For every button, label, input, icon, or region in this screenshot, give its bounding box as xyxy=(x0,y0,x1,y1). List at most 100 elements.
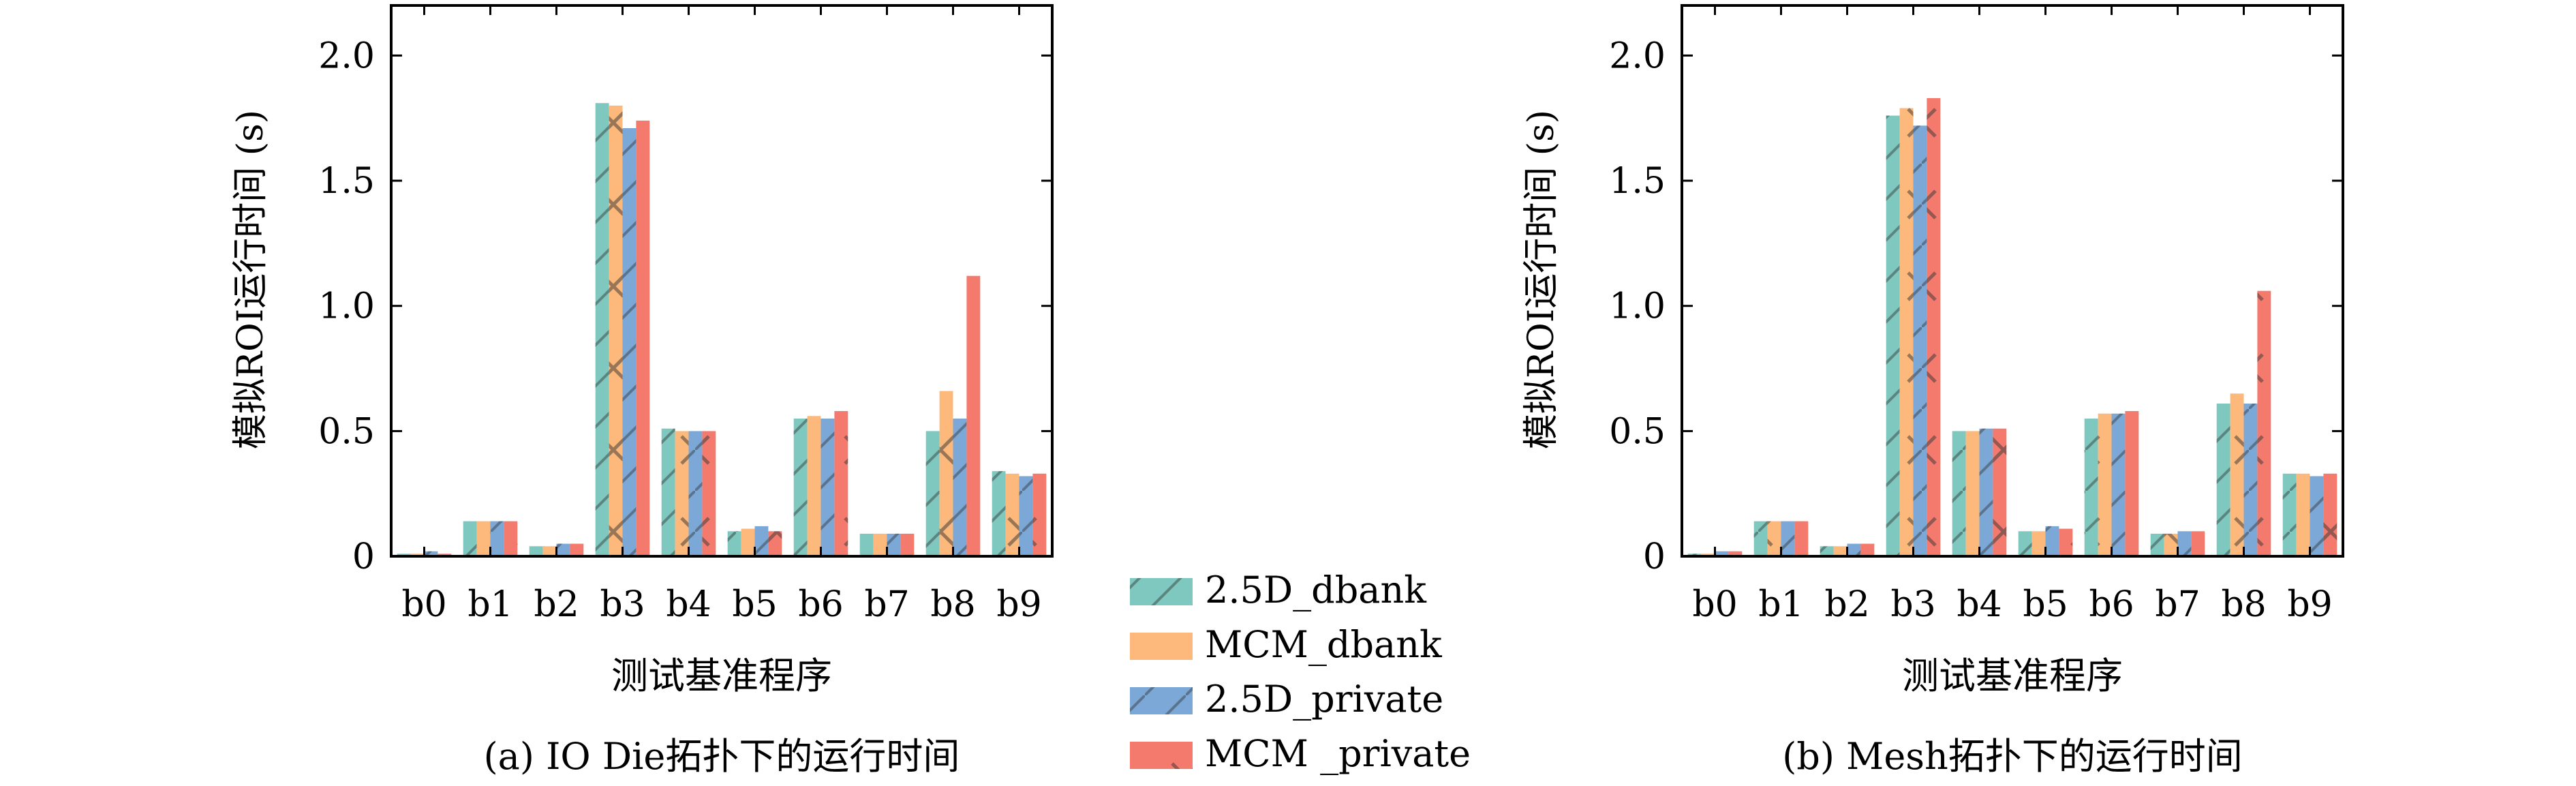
bar-hatch xyxy=(2323,473,2337,556)
bar-hatch xyxy=(2084,419,2098,556)
x-tick-label: b3 xyxy=(1890,584,1935,625)
y-tick-label: 1.5 xyxy=(1609,161,1666,202)
bar-hatch xyxy=(1860,543,1875,556)
y-tick-label: 0.5 xyxy=(318,411,375,452)
bars-group-a xyxy=(397,103,1047,556)
bar-hatch xyxy=(925,431,940,556)
legend-swatch-hatch xyxy=(1130,742,1193,769)
bar-hatch xyxy=(688,431,703,556)
bar-hatch xyxy=(887,533,901,556)
x-tick-label: b2 xyxy=(1824,584,1869,625)
legend-label: MCM_dbank xyxy=(1205,623,1443,666)
x-tick-label: b4 xyxy=(666,584,711,625)
bar-hatch xyxy=(622,128,637,556)
legend-entry: MCM _private xyxy=(1130,732,1471,775)
bar-hatch xyxy=(463,521,477,556)
bar-hatch xyxy=(1899,108,1914,557)
chart-panel-b: 0 0.5 1.0 1.5 2.0 b0 b1 b2 b3 b4 b5 b6 b7 b8 b9 模拟ROI… xyxy=(1521,4,2344,778)
bar-hatch xyxy=(966,275,981,556)
legend-label: 2.5D_dbank xyxy=(1205,569,1427,611)
bar-hatch xyxy=(2191,531,2205,556)
x-tick-label: b5 xyxy=(2023,584,2068,625)
bar-hatch xyxy=(2150,533,2164,556)
caption-a: (a) IO Die拓扑下的运行时间 xyxy=(484,735,960,778)
x-tick-label: b1 xyxy=(467,584,512,625)
x-ticks-a: b0 b1 b2 b3 b4 b5 b6 b7 b8 b9 xyxy=(401,5,1042,625)
bar-hatch xyxy=(542,546,557,556)
bar-hatch xyxy=(2031,531,2046,556)
bar-hatch xyxy=(1728,551,1743,556)
bar-hatch xyxy=(1847,543,1861,556)
bar-hatch xyxy=(727,531,741,556)
x-tick-label: b8 xyxy=(2221,584,2266,625)
bar-hatch xyxy=(702,431,716,556)
bar-hatch xyxy=(992,471,1006,556)
bar-hatch xyxy=(2243,404,2258,556)
bar-hatch xyxy=(570,543,584,556)
x-tick-label: b0 xyxy=(1692,584,1737,625)
bar-hatch xyxy=(2125,411,2139,556)
y-tick-label: 1.0 xyxy=(1609,286,1666,327)
x-tick-label: b9 xyxy=(2287,584,2332,625)
bar-hatch xyxy=(2059,528,2073,556)
y-tick-label: 2.0 xyxy=(318,35,375,76)
legend-entry: MCM_dbank xyxy=(1130,623,1443,666)
bar-hatch xyxy=(1952,431,1966,556)
x-tick-label: b6 xyxy=(798,584,843,625)
y-tick-label: 0 xyxy=(352,536,375,577)
bar-hatch xyxy=(939,391,953,556)
bar-hatch xyxy=(953,419,967,556)
bar-hatch xyxy=(2296,473,2310,556)
bar-hatch xyxy=(2216,404,2230,556)
y-tick-label: 0 xyxy=(1643,536,1666,577)
bar-hatch xyxy=(859,533,874,556)
x-tick-label: b9 xyxy=(996,584,1041,625)
bar-hatch xyxy=(1886,115,1900,557)
bar-hatch xyxy=(609,105,623,556)
bar-hatch xyxy=(636,120,650,556)
bar-hatch xyxy=(504,521,518,556)
bar-hatch xyxy=(1979,428,1993,556)
bar-hatch xyxy=(768,531,782,556)
bar-hatch xyxy=(834,411,848,556)
bar-hatch xyxy=(661,428,675,556)
bar-hatch xyxy=(1005,473,1019,556)
x-axis-label-a: 测试基准程序 xyxy=(611,654,832,697)
bar-hatch xyxy=(900,533,915,556)
bar-hatch xyxy=(1032,473,1047,556)
legend-label: MCM _private xyxy=(1205,732,1471,775)
bar-hatch xyxy=(556,543,570,556)
bar-hatch xyxy=(1913,125,1927,557)
x-tick-label: b7 xyxy=(2155,584,2200,625)
x-tick-label: b2 xyxy=(534,584,579,625)
bar-hatch xyxy=(1781,521,1795,556)
legend-label: 2.5D_private xyxy=(1205,678,1443,721)
bar-hatch xyxy=(807,416,821,556)
legend-swatch-hatch xyxy=(1130,633,1193,660)
y-tick-label: 1.5 xyxy=(318,161,375,202)
y-tick-label: 2.0 xyxy=(1609,35,1666,76)
bar-hatch xyxy=(1753,521,1768,556)
bar-hatch xyxy=(2164,533,2178,556)
legend: 2.5D_dbank MCM_dbank 2.5D_private MCM _p… xyxy=(1130,569,1471,775)
bar-hatch xyxy=(1767,521,1781,556)
bar-hatch xyxy=(476,521,491,556)
x-tick-label: b1 xyxy=(1758,584,1803,625)
bar-hatch xyxy=(1833,546,1847,556)
legend-entry: 2.5D_private xyxy=(1130,678,1443,721)
legend-entry: 2.5D_dbank xyxy=(1130,569,1427,611)
bar-hatch xyxy=(595,103,609,556)
bar-hatch xyxy=(2045,526,2059,556)
bar-hatch xyxy=(821,419,835,556)
legend-swatch-hatch xyxy=(1130,578,1193,605)
bar-hatch xyxy=(2282,473,2297,556)
bar-hatch xyxy=(1794,521,1809,556)
x-tick-label: b8 xyxy=(930,584,975,625)
bar-hatch xyxy=(1965,431,1980,556)
bars-group-b xyxy=(1687,97,2337,557)
bar-hatch xyxy=(2310,476,2324,556)
bar-hatch xyxy=(2230,393,2244,556)
legend-swatch-hatch xyxy=(1130,687,1193,714)
bar-hatch xyxy=(1019,476,1033,556)
